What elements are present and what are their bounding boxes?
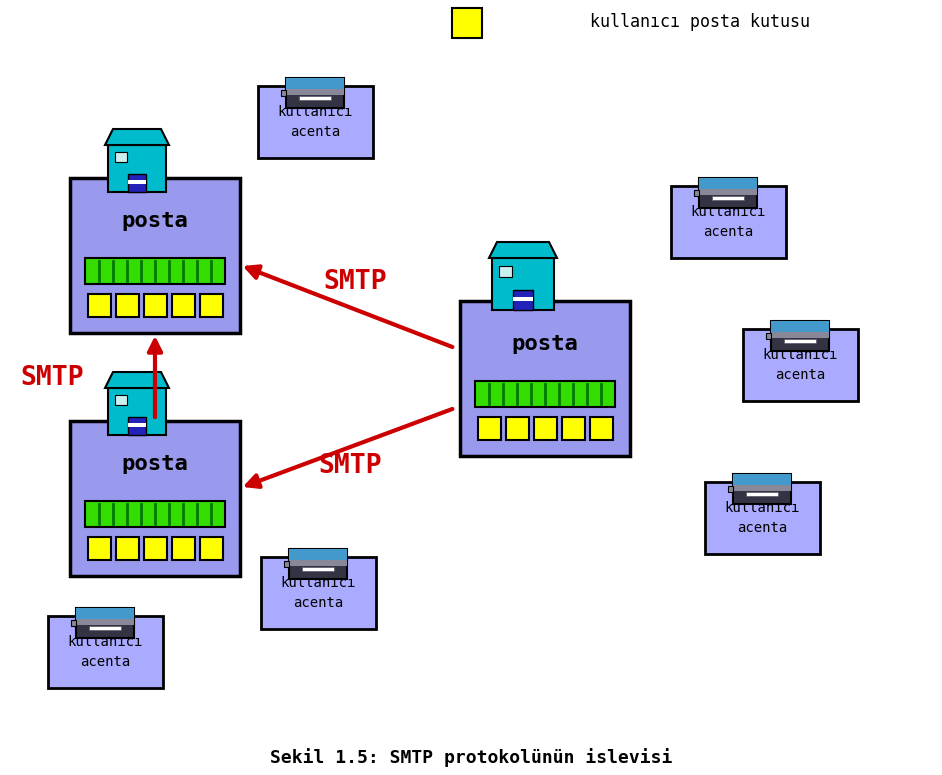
FancyBboxPatch shape xyxy=(128,181,146,184)
FancyBboxPatch shape xyxy=(289,549,347,560)
Text: kullanıcı
acenta: kullanıcı acenta xyxy=(690,205,766,239)
FancyBboxPatch shape xyxy=(143,537,167,560)
FancyBboxPatch shape xyxy=(89,626,121,629)
FancyBboxPatch shape xyxy=(47,616,163,688)
FancyBboxPatch shape xyxy=(460,301,630,456)
FancyBboxPatch shape xyxy=(302,567,334,570)
FancyBboxPatch shape xyxy=(533,417,557,439)
FancyBboxPatch shape xyxy=(699,188,757,195)
FancyBboxPatch shape xyxy=(506,417,528,439)
FancyBboxPatch shape xyxy=(771,332,829,337)
FancyBboxPatch shape xyxy=(733,474,791,504)
FancyBboxPatch shape xyxy=(590,417,612,439)
Text: kullanıcı posta kutusu: kullanıcı posta kutusu xyxy=(590,13,810,31)
FancyBboxPatch shape xyxy=(728,486,733,492)
FancyBboxPatch shape xyxy=(128,417,146,435)
Text: posta: posta xyxy=(122,454,188,474)
FancyBboxPatch shape xyxy=(746,492,778,495)
FancyBboxPatch shape xyxy=(76,618,134,625)
FancyBboxPatch shape xyxy=(478,417,500,439)
Text: kullanıcı
acenta: kullanıcı acenta xyxy=(281,576,356,610)
FancyBboxPatch shape xyxy=(513,297,533,301)
FancyBboxPatch shape xyxy=(86,501,225,528)
FancyBboxPatch shape xyxy=(499,266,512,277)
FancyBboxPatch shape xyxy=(766,333,771,339)
Text: posta: posta xyxy=(512,334,578,354)
Text: SMTP: SMTP xyxy=(318,453,382,479)
Text: kullanıcı
acenta: kullanıcı acenta xyxy=(724,501,800,536)
FancyBboxPatch shape xyxy=(284,561,289,567)
FancyBboxPatch shape xyxy=(115,395,126,405)
Text: kullanıcı
acenta: kullanıcı acenta xyxy=(762,348,837,382)
FancyBboxPatch shape xyxy=(286,78,344,88)
Text: Sekil 1.5: SMTP protokolünün islevisi: Sekil 1.5: SMTP protokolünün islevisi xyxy=(269,749,673,767)
FancyBboxPatch shape xyxy=(116,537,138,560)
FancyBboxPatch shape xyxy=(116,294,138,317)
FancyBboxPatch shape xyxy=(88,537,110,560)
Polygon shape xyxy=(105,129,169,145)
FancyBboxPatch shape xyxy=(476,381,615,408)
FancyBboxPatch shape xyxy=(771,321,829,332)
FancyBboxPatch shape xyxy=(699,178,757,188)
FancyBboxPatch shape xyxy=(699,178,757,208)
FancyBboxPatch shape xyxy=(108,145,166,192)
Text: kullanıcı
acenta: kullanıcı acenta xyxy=(277,105,352,140)
FancyBboxPatch shape xyxy=(257,86,372,158)
Text: SMTP: SMTP xyxy=(20,365,84,391)
Text: posta: posta xyxy=(122,211,188,231)
FancyBboxPatch shape xyxy=(286,78,344,108)
FancyBboxPatch shape xyxy=(771,321,829,351)
FancyBboxPatch shape xyxy=(733,474,791,484)
FancyBboxPatch shape xyxy=(143,294,167,317)
Polygon shape xyxy=(489,242,557,258)
FancyBboxPatch shape xyxy=(712,196,744,200)
FancyBboxPatch shape xyxy=(70,177,240,332)
FancyBboxPatch shape xyxy=(200,294,222,317)
FancyBboxPatch shape xyxy=(452,8,482,38)
FancyBboxPatch shape xyxy=(115,152,126,163)
FancyBboxPatch shape xyxy=(76,608,134,638)
FancyBboxPatch shape xyxy=(70,421,240,576)
Text: kullanıcı
acenta: kullanıcı acenta xyxy=(67,635,142,670)
FancyBboxPatch shape xyxy=(128,423,146,427)
FancyBboxPatch shape xyxy=(86,258,225,284)
FancyBboxPatch shape xyxy=(261,557,376,629)
Polygon shape xyxy=(105,372,169,388)
FancyBboxPatch shape xyxy=(289,560,347,566)
FancyBboxPatch shape xyxy=(171,537,194,560)
FancyBboxPatch shape xyxy=(742,329,857,401)
FancyBboxPatch shape xyxy=(88,294,110,317)
FancyBboxPatch shape xyxy=(694,190,699,196)
FancyBboxPatch shape xyxy=(561,417,584,439)
FancyBboxPatch shape xyxy=(705,482,820,554)
FancyBboxPatch shape xyxy=(76,608,134,618)
FancyBboxPatch shape xyxy=(289,549,347,579)
FancyBboxPatch shape xyxy=(128,174,146,192)
FancyBboxPatch shape xyxy=(286,88,344,95)
FancyBboxPatch shape xyxy=(200,537,222,560)
Text: SMTP: SMTP xyxy=(323,269,387,295)
FancyBboxPatch shape xyxy=(784,339,816,343)
FancyBboxPatch shape xyxy=(71,620,76,626)
FancyBboxPatch shape xyxy=(513,291,533,310)
FancyBboxPatch shape xyxy=(492,258,554,310)
FancyBboxPatch shape xyxy=(171,294,194,317)
FancyBboxPatch shape xyxy=(299,96,331,100)
FancyBboxPatch shape xyxy=(281,90,286,96)
FancyBboxPatch shape xyxy=(108,388,166,435)
FancyBboxPatch shape xyxy=(671,186,786,258)
FancyBboxPatch shape xyxy=(733,484,791,491)
